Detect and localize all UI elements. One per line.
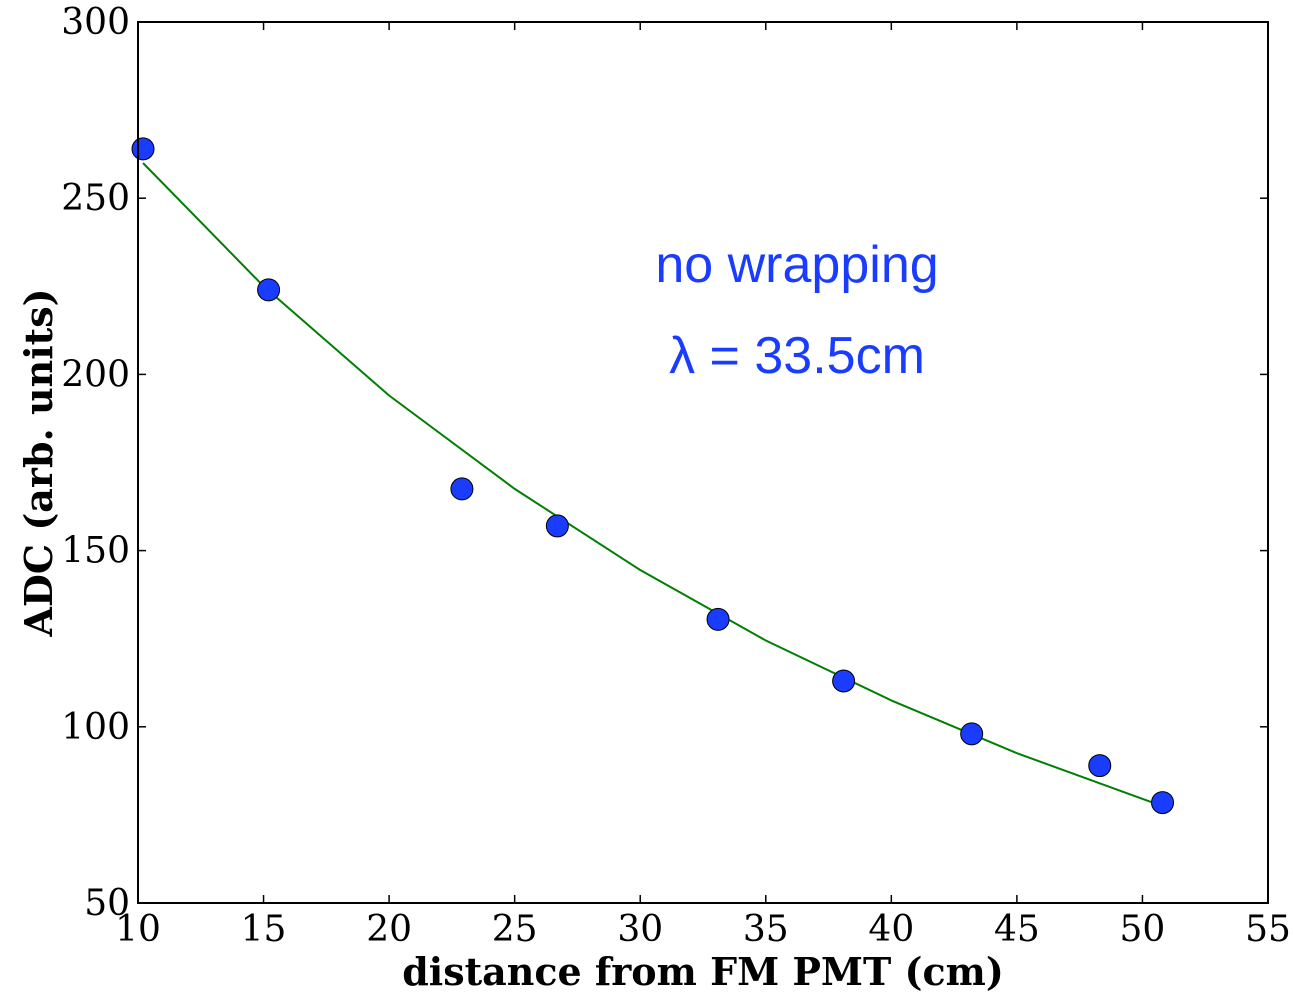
x-tick-label: 30 [617,909,663,950]
fit-line [142,162,1163,808]
y-tick-label: 150 [61,531,130,572]
axis-ticks: 10 15 20 25 30 35 40 45 50 55 50 100 150 200 250 300 [61,2,1291,950]
x-tick-label: 25 [492,909,538,950]
y-tick-label: 50 [84,883,130,924]
x-tick-label: 15 [241,909,287,950]
data-point [131,137,155,161]
y-tick-label: 100 [61,707,130,748]
x-tick-label: 20 [366,909,412,950]
y-tick-label: 200 [61,354,130,395]
x-axis-label: distance from FM PMT (cm) [402,949,1004,994]
x-tick-label: 55 [1245,909,1291,950]
x-tick-label: 50 [1120,909,1166,950]
data-point [832,669,856,693]
y-axis-label: ADC (arb. units) [16,288,61,637]
plot-marks [131,137,1175,815]
annotation-wrapping: no wrapping [655,236,938,294]
data-point [257,278,281,302]
data-point [1151,791,1175,815]
data-point [1088,754,1112,778]
annotation-lambda: λ = 33.5cm [669,327,925,385]
data-point [450,477,474,501]
data-point [545,514,569,538]
data-point [706,607,730,631]
x-tick-label: 35 [743,909,789,950]
y-tick-label: 300 [61,2,130,43]
x-tick-label: 45 [994,909,1040,950]
x-tick-label: 40 [868,909,914,950]
data-point [960,722,984,746]
y-tick-label: 250 [61,178,130,219]
plot-frame [137,21,1269,904]
x-tick-label: 10 [115,909,161,950]
